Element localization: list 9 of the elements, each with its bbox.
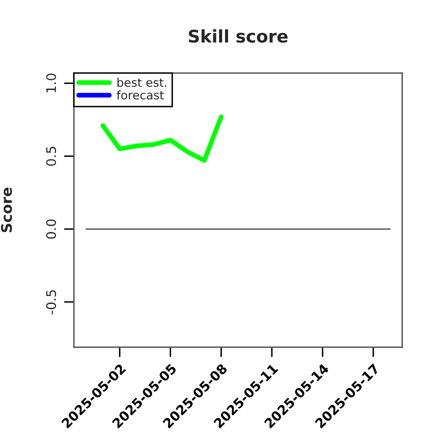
- y-tick-label: 0.0: [46, 219, 56, 239]
- y-tick-label: -0.5: [46, 290, 56, 314]
- y-tick-label: 0.5: [46, 146, 56, 166]
- legend-label: forecast: [116, 90, 164, 100]
- y-tick-label: 1.0: [46, 74, 56, 92]
- legend-label: best est.: [117, 78, 166, 87]
- y-axis-title: Score: [0, 188, 12, 232]
- chart-title: Skill score: [188, 29, 288, 43]
- line-series: [100, 114, 224, 163]
